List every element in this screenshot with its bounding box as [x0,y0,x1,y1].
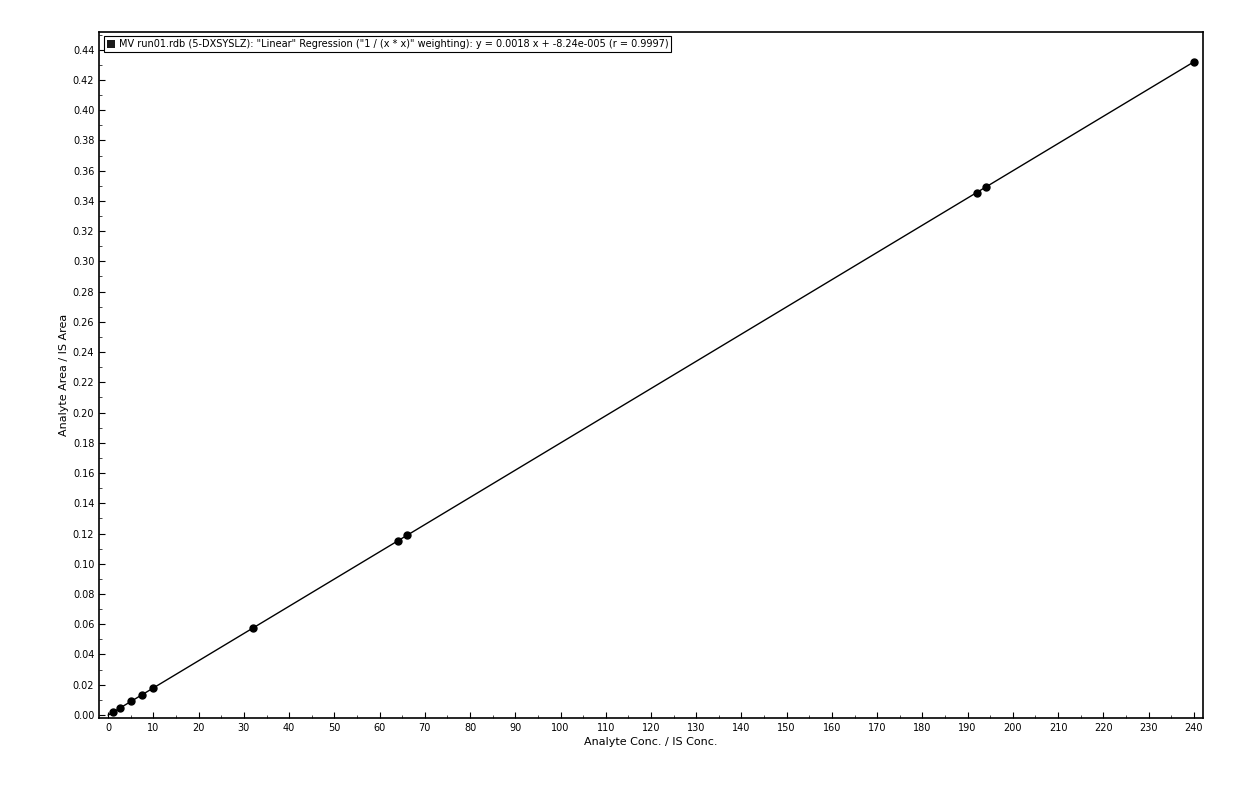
Point [144,682,164,694]
Point [122,695,141,708]
X-axis label: Analyte Conc. / IS Conc.: Analyte Conc. / IS Conc. [584,737,718,747]
Point [388,535,408,548]
Point [397,529,417,542]
Point [243,622,263,634]
Y-axis label: Analyte Area / IS Area: Analyte Area / IS Area [58,314,68,436]
Point [103,706,123,719]
Point [976,181,996,193]
Point [133,688,153,701]
Point [1184,55,1204,68]
Point [967,186,987,199]
Legend: MV run01.rdb (5-DXSYSLZ): "Linear" Regression ("1 / (x * x)" weighting): y = 0.0: MV run01.rdb (5-DXSYSLZ): "Linear" Regre… [104,36,671,52]
Point [109,702,129,715]
